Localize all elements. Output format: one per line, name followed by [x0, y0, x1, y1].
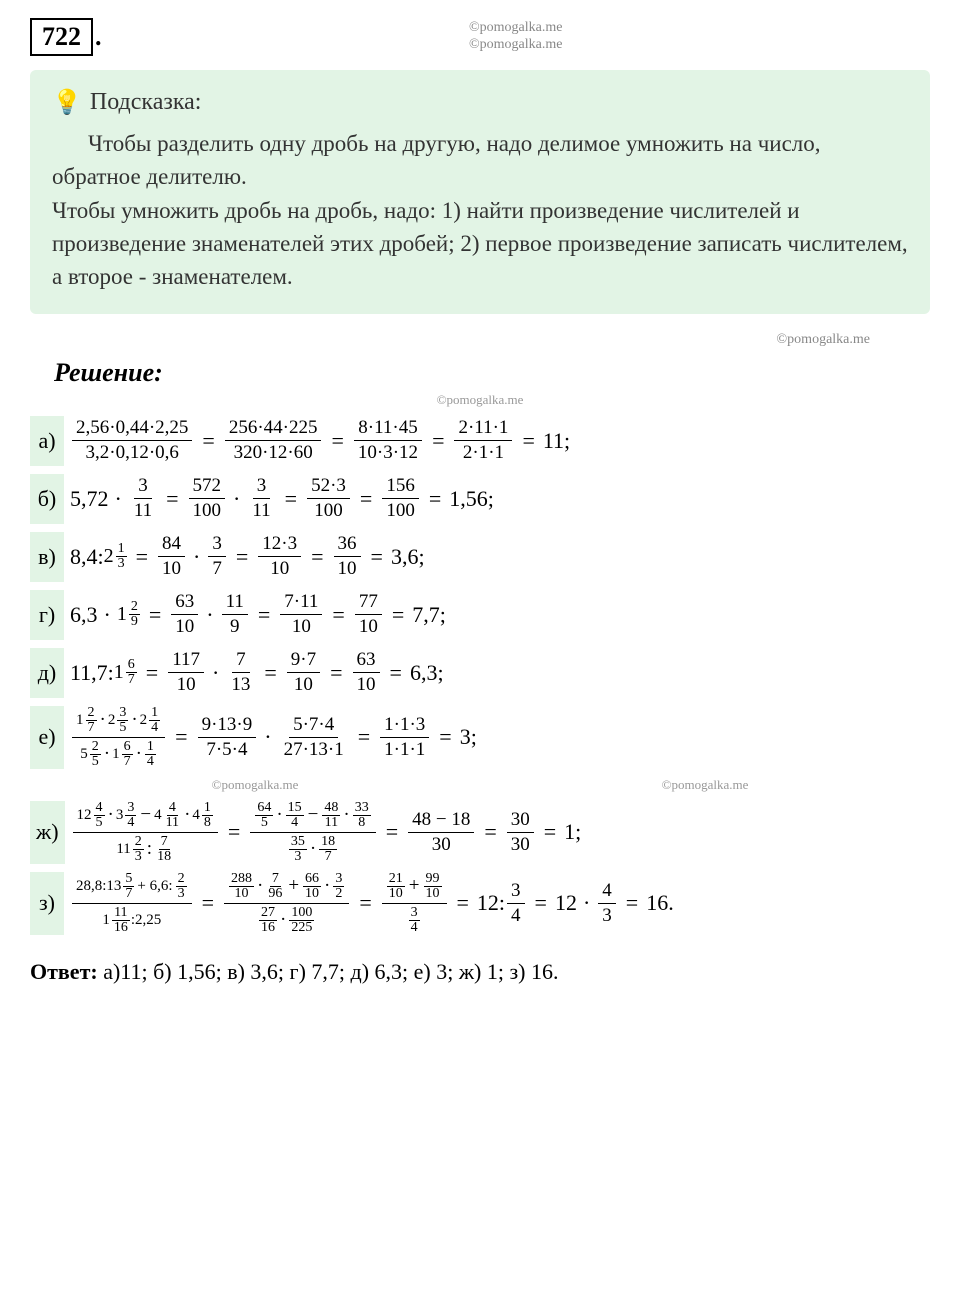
solution-row-g: г) 6,3· 129 = 6310 · 119 = 7·1110 = 7710…	[30, 590, 930, 640]
math-d: 11,7: 167 = 11710 · 713 = 9·710 = 6310 =…	[70, 649, 444, 696]
letter-v: в)	[30, 532, 64, 582]
task-number: 722	[30, 18, 93, 56]
task-number-box: 722.	[30, 18, 102, 56]
solution-title: Решение:	[54, 358, 930, 388]
letter-a: а)	[30, 416, 64, 466]
solution-row-z: з) 28,8: 1357 + 6,6: 23 11116 :2,25 = 28…	[30, 872, 930, 935]
math-g: 6,3· 129 = 6310 · 119 = 7·1110 = 7710 = …	[70, 591, 446, 638]
letter-d: д)	[30, 648, 64, 698]
hint-box: 💡 Подсказка: Чтобы разделить одну дробь …	[30, 70, 930, 314]
solution-row-e: е) 127 · 235 · 214 525 · 167 · 14 =	[30, 706, 930, 769]
answer-text: а)11; б) 1,56; в) 3,6; г) 7,7; д) 6,3; е…	[98, 959, 559, 984]
math-zh: 1245 · 334 − 4411 · 418 1123 : 718 = 645	[71, 801, 582, 864]
watermark-mid: ©pomogalka.me	[30, 332, 930, 348]
solution-row-zh: ж) 1245 · 334 − 4411 · 418 1123 : 718 =	[30, 801, 930, 864]
page: 722. ©pomogalka.me ©pomogalka.me 💡 Подск…	[0, 0, 960, 1018]
letter-zh: ж)	[30, 801, 65, 864]
bulb-icon: 💡	[52, 88, 82, 117]
letter-z: з)	[30, 872, 64, 935]
solution-row-b: б) 5,72· 311 = 572100 · 311 = 52·3100 = …	[30, 474, 930, 524]
math-z: 28,8: 1357 + 6,6: 23 11116 :2,25 = 28810…	[70, 872, 674, 935]
solution-row-a: а) 2,56·0,44·2,253,2·0,12·0,6 = 256·44·2…	[30, 416, 930, 466]
letter-g: г)	[30, 590, 64, 640]
letter-b: б)	[30, 474, 64, 524]
watermark-sol: ©pomogalka.me	[30, 392, 930, 408]
math-e: 127 · 235 · 214 525 · 167 · 14 = 9·13·97…	[70, 706, 477, 769]
hint-p1: Чтобы разделить одну дробь на другую, на…	[52, 127, 908, 194]
hint-title: Подсказка:	[90, 89, 202, 116]
math-v: 8,4: 213 = 8410 · 37 = 12·310 = 3610 = 3…	[70, 533, 425, 580]
header-row: 722. ©pomogalka.me ©pomogalka.me	[30, 18, 930, 56]
hint-title-row: 💡 Подсказка:	[52, 88, 908, 117]
letter-e: е)	[30, 706, 64, 769]
answer-label: Ответ:	[30, 959, 98, 984]
hint-p2: Чтобы умножить дробь на дробь, надо: 1) …	[52, 194, 908, 294]
solution-row-v: в) 8,4: 213 = 8410 · 37 = 12·310 = 3610 …	[30, 532, 930, 582]
solution-row-d: д) 11,7: 167 = 11710 · 713 = 9·710 = 631…	[30, 648, 930, 698]
math-a: 2,56·0,44·2,253,2·0,12·0,6 = 256·44·2253…	[70, 417, 570, 464]
answer-line: Ответ: а)11; б) 1,56; в) 3,6; г) 7,7; д)…	[30, 955, 930, 988]
math-b: 5,72· 311 = 572100 · 311 = 52·3100 = 156…	[70, 475, 494, 522]
watermark-top: ©pomogalka.me ©pomogalka.me	[102, 18, 931, 54]
